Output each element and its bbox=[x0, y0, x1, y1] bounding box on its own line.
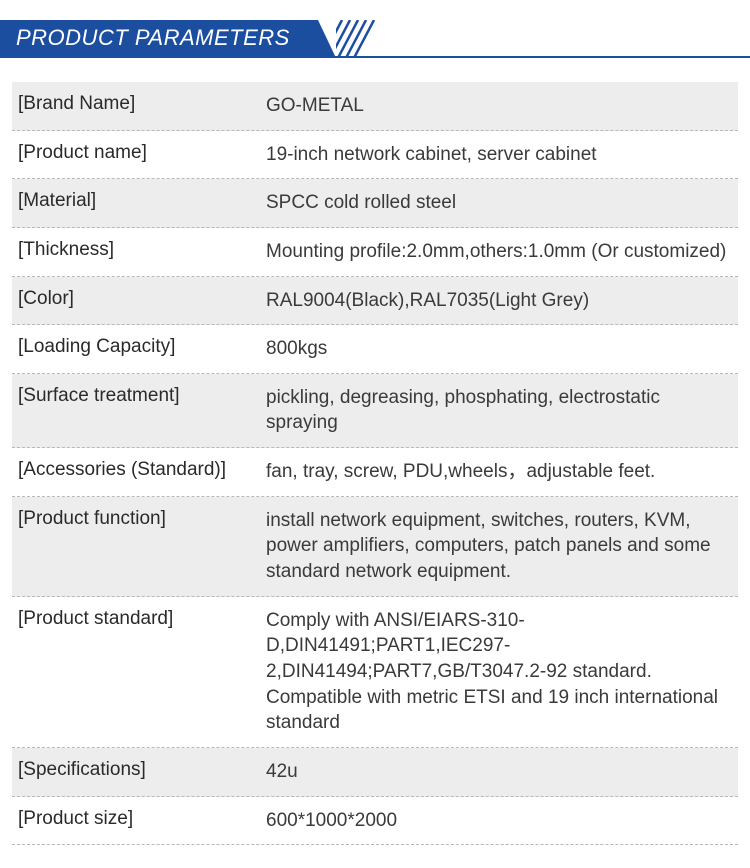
table-row: [Product standard]Comply with ANSI/EIARS… bbox=[12, 597, 738, 748]
section-title-text: PRODUCT PARAMETERS bbox=[16, 25, 290, 51]
header-stripes-icon bbox=[336, 20, 406, 56]
param-key: [Specifications] bbox=[12, 748, 260, 792]
table-row: [Accessories (Standard)]fan, tray, screw… bbox=[12, 448, 738, 497]
table-row: [Product size]600*1000*2000 bbox=[12, 797, 738, 846]
parameters-table: [Brand Name]GO-METAL[Product name]19-inc… bbox=[12, 82, 738, 845]
param-key: [Thickness] bbox=[12, 228, 260, 272]
table-row: [Material]SPCC cold rolled steel bbox=[12, 179, 738, 228]
table-row: [Product name]19-inch network cabinet, s… bbox=[12, 131, 738, 180]
param-value: 800kgs bbox=[260, 325, 738, 373]
table-row: [Surface treatment]pickling, degreasing,… bbox=[12, 374, 738, 448]
param-key: [Product function] bbox=[12, 497, 260, 541]
param-value: GO-METAL bbox=[260, 82, 738, 130]
param-key: [Material] bbox=[12, 179, 260, 223]
param-value: SPCC cold rolled steel bbox=[260, 179, 738, 227]
table-row: [Brand Name]GO-METAL bbox=[12, 82, 738, 131]
param-key: [Color] bbox=[12, 277, 260, 321]
param-value: fan, tray, screw, PDU,wheels，adjustable … bbox=[260, 448, 738, 496]
param-value: pickling, degreasing, phosphating, elect… bbox=[260, 374, 738, 447]
param-value: 42u bbox=[260, 748, 738, 796]
param-key: [Surface treatment] bbox=[12, 374, 260, 418]
param-value: RAL9004(Black),RAL7035(Light Grey) bbox=[260, 277, 738, 325]
param-value: Comply with ANSI/EIARS-310-D,DIN41491;PA… bbox=[260, 597, 738, 747]
param-key: [Loading Capacity] bbox=[12, 325, 260, 369]
param-value: 600*1000*2000 bbox=[260, 797, 738, 845]
param-key: [Product size] bbox=[12, 797, 260, 841]
table-row: [Thickness]Mounting profile:2.0mm,others… bbox=[12, 228, 738, 277]
param-value: install network equipment, switches, rou… bbox=[260, 497, 738, 596]
table-row: [Product function]install network equipm… bbox=[12, 497, 738, 597]
param-value: Mounting profile:2.0mm,others:1.0mm (Or … bbox=[260, 228, 738, 276]
param-key: [Brand Name] bbox=[12, 82, 260, 126]
param-value: 19-inch network cabinet, server cabinet bbox=[260, 131, 738, 179]
section-title: PRODUCT PARAMETERS bbox=[0, 20, 318, 56]
param-key: [Product name] bbox=[12, 131, 260, 175]
table-row: [Color]RAL9004(Black),RAL7035(Light Grey… bbox=[12, 277, 738, 326]
param-key: [Product standard] bbox=[12, 597, 260, 641]
table-row: [Specifications]42u bbox=[12, 748, 738, 797]
section-header: PRODUCT PARAMETERS bbox=[0, 20, 750, 58]
table-row: [Loading Capacity]800kgs bbox=[12, 325, 738, 374]
param-key: [Accessories (Standard)] bbox=[12, 448, 260, 492]
